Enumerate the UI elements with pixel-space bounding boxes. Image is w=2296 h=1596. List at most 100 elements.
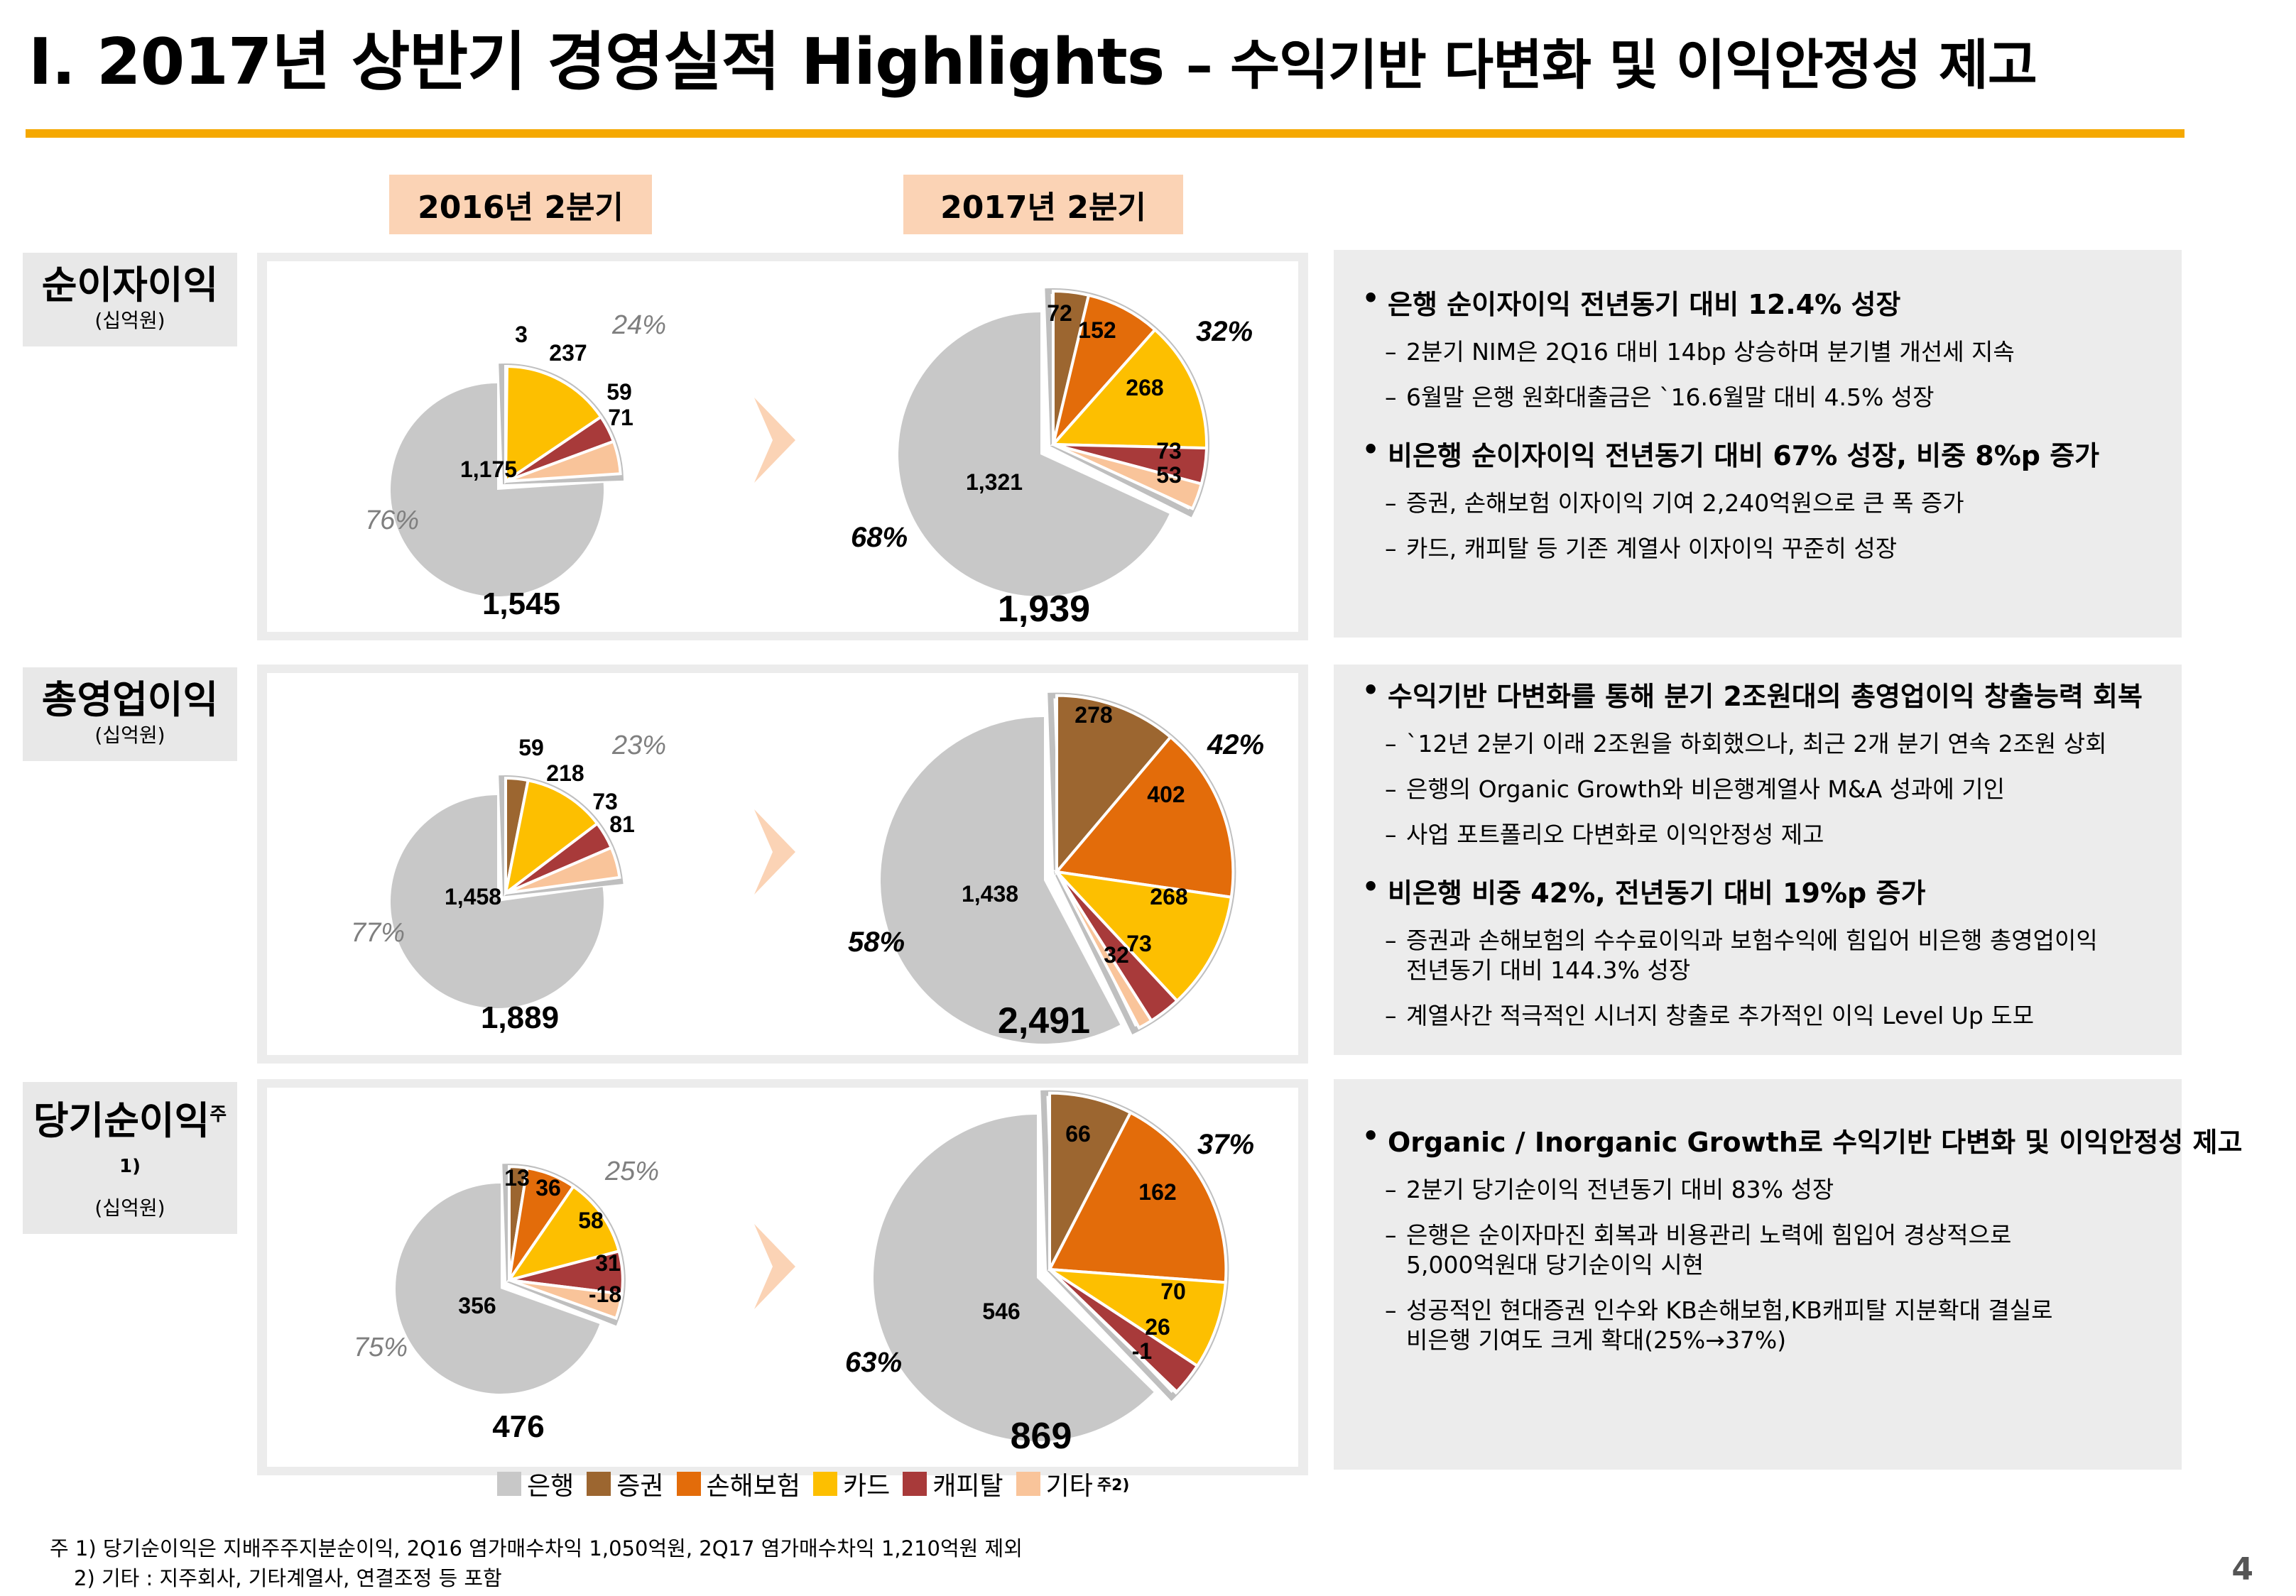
dash-point: 2분기 NIM은 2Q16 대비 14bp 상승하며 분기별 개선세 지속 [1362, 337, 2175, 367]
section-name-text: 당기순이익 [33, 1098, 210, 1143]
section-unit: (십억원) [94, 723, 165, 747]
section-label-interest: 순이자이익 (십억원) [23, 253, 237, 346]
section-label-net-income: 당기순이익주1) (십억원) [23, 1082, 237, 1234]
legend-item: 캐피탈 [903, 1465, 1003, 1502]
pie-nonbank-group [499, 364, 624, 485]
bullet-point: 수익기반 다변화를 통해 분기 2조원대의 총영업이익 창출능력 회복 [1362, 674, 2175, 714]
pie-slice-기타 [508, 1279, 624, 1321]
section-unit: (십억원) [94, 309, 165, 332]
footnote-2: 2) 기타 : 지주회사, 기타계열사, 연결조정 등 포함 [74, 1566, 502, 1590]
pie-nonbank-group [499, 775, 624, 897]
dash-point: 계열사간 적극적인 시너지 창출로 추가적인 이익 Level Up 도모 [1362, 1001, 2175, 1031]
pie-slice-bank [873, 1115, 1154, 1441]
dash-point: 카드, 캐피탈 등 기존 계열사 이자이익 꾸준히 성장 [1362, 534, 2175, 564]
pie-label-기타: -1 [1132, 1338, 1152, 1364]
pie-nonbank-group [1040, 1090, 1229, 1401]
pie-total: 2,491 [998, 1000, 1090, 1042]
pie-slice-카드 [1048, 1268, 1227, 1368]
bullet-point: 비은행 순이자이익 전년동기 대비 67% 성장, 비중 8%p 증가 [1362, 434, 2175, 473]
pie-4: 356 13 36 58 31 -18 476 75% 25% [354, 1157, 659, 1444]
section-unit: (십억원) [94, 1196, 165, 1220]
dash-point: 증권, 손해보험 이자이익 기여 2,240억원으로 큰 폭 증가 [1362, 488, 2175, 518]
pie-label-카드: 237 [549, 340, 587, 366]
chart-legend: 은행 증권 손해보험 카드 캐피탈 기타 주2) [497, 1463, 1142, 1505]
title-sub: – 수익기반 다변화 및 이익안정성 제고 [1185, 33, 2037, 97]
pie-label-기타: -18 [589, 1281, 621, 1307]
pie-label-증권: 278 [1074, 702, 1112, 728]
bank-share: 63% [845, 1347, 902, 1378]
arrow-icon [754, 1224, 795, 1309]
legend-label: 은행 [527, 1472, 575, 1501]
pie-label-카드: 70 [1160, 1279, 1186, 1304]
legend-label: 카드 [842, 1472, 891, 1501]
pie-label-bank: 1,458 [445, 884, 501, 909]
pie-label-증권: 3 [515, 322, 528, 347]
pie-slice-기타 [1055, 870, 1154, 1030]
pie-slice-카드 [1052, 870, 1234, 1003]
title-rule [26, 129, 2185, 138]
pie-slice-기타 [505, 846, 621, 895]
title-main: Ⅰ. 2017년 상반기 경영실적 Highlights [28, 25, 1165, 99]
pie-label-bank: 1,175 [460, 457, 517, 482]
pie-label-캐피탈: 73 [1126, 931, 1152, 956]
pie-total: 476 [492, 1409, 544, 1444]
pie-label-카드: 268 [1126, 375, 1163, 400]
nonbank-share: 32% [1196, 316, 1253, 347]
legend-label: 증권 [616, 1472, 664, 1501]
pie-slice-카드 [504, 778, 599, 897]
section-name: 순이자이익 [41, 263, 219, 307]
bank-share: 77% [351, 918, 405, 948]
dash-point: 사업 포트폴리오 다변화로 이익안정성 제고 [1362, 820, 2175, 850]
pie-label-bank: 1,321 [966, 469, 1023, 495]
pie-label-손해보험: 162 [1138, 1179, 1176, 1205]
legend-swatch [497, 1472, 521, 1496]
pie-label-카드: 58 [578, 1208, 604, 1233]
dash-point: `12년 2분기 이래 2조원을 하회했으나, 최근 2개 분기 연속 2조원 … [1362, 729, 2175, 759]
pie-label-bank: 356 [458, 1293, 496, 1318]
pie-total: 1,889 [481, 1000, 559, 1035]
pie-label-캐피탈: 31 [595, 1250, 621, 1276]
pie-slice-손해보험 [1047, 1110, 1228, 1284]
nonbank-share: 25% [604, 1157, 659, 1186]
bank-share: 76% [365, 505, 419, 535]
pie-total: 1,939 [998, 589, 1090, 630]
legend-swatch [812, 1472, 837, 1496]
pie-slice-bank [881, 716, 1121, 1044]
legend-swatch [1016, 1472, 1040, 1496]
bullet-point: Organic / Inorganic Growth로 수익기반 다변화 및 이… [1362, 1120, 2242, 1159]
section-label-operating: 총영업이익 (십억원) [23, 667, 237, 761]
footnote-1: 주 1) 당기순이익은 지배주주지분순이익, 2Q16 염가매수차익 1,050… [50, 1536, 1023, 1561]
pie-label-캐피탈: 26 [1145, 1314, 1170, 1340]
page-number: 4 [2231, 1551, 2253, 1587]
legend-item: 기타 주2) [1016, 1465, 1129, 1502]
pie-label-bank: 1,438 [962, 881, 1018, 907]
footnote-ref: 주1) [119, 1104, 227, 1177]
bank-share: 75% [354, 1333, 408, 1362]
pie-label-bank: 546 [982, 1299, 1020, 1324]
text-box-body: 수익기반 다변화를 통해 분기 2조원대의 총영업이익 창출능력 회복 `12년 … [1362, 674, 2175, 1031]
pie-slice-카드 [504, 364, 603, 484]
pie-slice-기타 [1052, 443, 1204, 511]
pie-nonbank-group [502, 1164, 626, 1326]
bank-share: 68% [851, 522, 908, 553]
pie-slice-증권 [1055, 694, 1173, 876]
nonbank-share: 37% [1197, 1129, 1254, 1160]
pie-slice-카드 [506, 1184, 621, 1283]
pie-label-증권: 59 [518, 735, 544, 760]
pie-slice-손해보험 [1052, 293, 1158, 446]
arrow-icon [754, 398, 795, 483]
dash-point: 은행의 Organic Growth와 비은행계열사 M&A 성과에 기인 [1362, 775, 2175, 804]
pie-slice-손해보험 [1054, 735, 1235, 900]
section-name: 당기순이익주1) [23, 1082, 237, 1196]
dash-point: 2분기 당기순이익 전년동기 대비 83% 성장 [1362, 1175, 2175, 1205]
legend-item: 은행 [497, 1465, 574, 1502]
pie-nonbank-group [1048, 692, 1236, 1034]
dash-point: 은행은 순이자마진 회복과 비용관리 노력에 힘입어 경상적으로5,000억원대… [1362, 1220, 2175, 1280]
pie-slice-bank [390, 383, 604, 596]
pie-label-증권: 13 [504, 1165, 530, 1191]
